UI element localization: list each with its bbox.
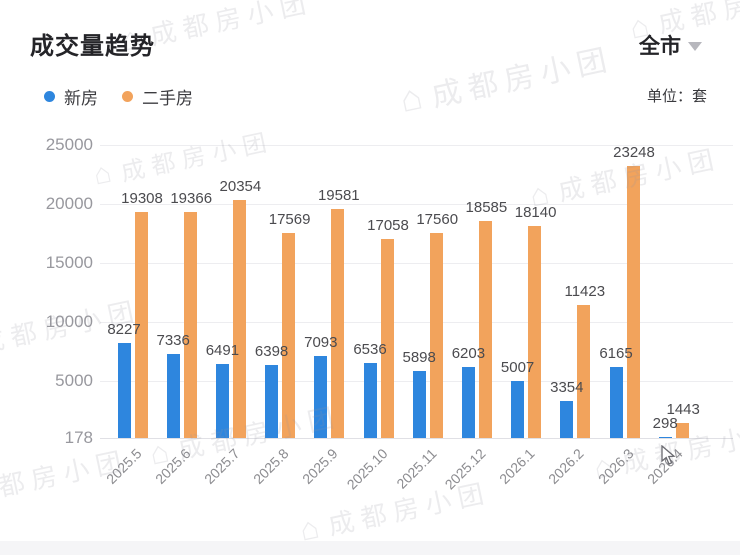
- value-label-new-homes: 6398: [254, 342, 289, 360]
- y-axis-tick-label: 178: [64, 428, 93, 447]
- unit-label: 单位：套: [646, 88, 707, 105]
- mouse-cursor: [661, 445, 676, 465]
- bar-resale-homes[interactable]: [577, 305, 591, 438]
- y-axis-tick-label: 10000: [45, 312, 93, 332]
- value-label-resale-homes: 18585: [465, 198, 508, 216]
- bar-new-homes[interactable]: [461, 366, 475, 438]
- bar-new-homes[interactable]: [215, 363, 229, 438]
- house-logo-icon: ⌂: [90, 156, 115, 192]
- value-label-new-homes: 6165: [599, 345, 633, 363]
- y-axis-tick-label: 15000: [45, 253, 93, 272]
- value-label-resale-homes: 11423: [564, 283, 606, 301]
- bar-resale-homes[interactable]: [232, 199, 246, 438]
- page-title: 成交量趋势: [30, 33, 155, 60]
- gridline: [100, 204, 733, 205]
- bar-resale-homes[interactable]: [429, 232, 443, 438]
- chevron-down-icon: [688, 42, 702, 51]
- value-label-new-homes: 8227: [107, 321, 141, 338]
- bar-resale-homes[interactable]: [282, 232, 296, 438]
- y-axis-tick-label: 5000: [55, 371, 93, 391]
- bar-new-homes[interactable]: [314, 356, 328, 438]
- gridline: [100, 263, 733, 264]
- watermark-text: 成都房小团: [428, 42, 617, 114]
- bar-new-homes[interactable]: [117, 343, 131, 438]
- value-label-resale-homes: 1443: [666, 401, 700, 419]
- legend-label: 二手房: [142, 89, 193, 108]
- value-label-resale-homes: 17569: [268, 210, 311, 228]
- value-label-resale-homes: 17560: [416, 210, 459, 228]
- house-logo-icon: ⌂: [396, 75, 426, 121]
- bar-new-homes[interactable]: [412, 370, 426, 438]
- bar-new-homes[interactable]: [363, 362, 377, 438]
- bar-new-homes[interactable]: [166, 353, 180, 438]
- bar-resale-homes[interactable]: [183, 211, 197, 438]
- bar-resale-homes[interactable]: [134, 212, 148, 438]
- value-label-new-homes: 5898: [402, 348, 436, 366]
- bottom-divider-strip: [0, 541, 740, 555]
- value-label-new-homes: 6203: [451, 344, 486, 362]
- value-label-resale-homes: 19581: [317, 187, 360, 204]
- bar-new-homes[interactable]: [560, 400, 574, 438]
- value-label-new-homes: 6536: [353, 340, 387, 358]
- gridline: [100, 438, 733, 439]
- legend-item-new-homes[interactable]: 新房: [44, 84, 98, 109]
- value-label-new-homes: 298: [652, 414, 678, 432]
- bar-new-homes[interactable]: [265, 364, 279, 438]
- value-label-resale-homes: 23248: [613, 143, 655, 161]
- value-label-resale-homes: 20354: [219, 177, 262, 195]
- region-selector-label: 全市: [639, 35, 681, 58]
- value-label-new-homes: 7336: [156, 331, 190, 349]
- bar-resale-homes[interactable]: [626, 165, 640, 438]
- value-label-new-homes: 6491: [205, 341, 240, 359]
- legend-dot-icon: [122, 91, 133, 102]
- y-axis-tick-label: 25000: [45, 135, 93, 154]
- bar-new-homes[interactable]: [511, 381, 525, 438]
- y-axis-tick-label: 20000: [45, 194, 93, 213]
- value-label-resale-homes: 17058: [367, 216, 409, 234]
- value-label-resale-homes: 19366: [170, 189, 213, 207]
- watermark: ⌂成都房小团: [396, 34, 617, 122]
- value-label-new-homes: 7093: [304, 334, 338, 352]
- bar-resale-homes[interactable]: [528, 226, 542, 438]
- legend-item-resale-homes[interactable]: 二手房: [122, 84, 193, 109]
- value-label-new-homes: 5007: [500, 359, 535, 376]
- bar-resale-homes[interactable]: [331, 209, 345, 438]
- region-selector-dropdown[interactable]: 全市: [639, 30, 702, 60]
- gridline: [100, 322, 733, 324]
- legend-dot-icon: [44, 91, 55, 102]
- value-label-resale-homes: 18140: [514, 204, 557, 221]
- bar-resale-homes[interactable]: [675, 423, 689, 438]
- value-label-resale-homes: 19308: [121, 190, 163, 208]
- bar-new-homes[interactable]: [609, 367, 623, 438]
- bar-new-homes[interactable]: [658, 436, 672, 438]
- watermark-text: 成都房小团: [147, 0, 316, 51]
- gridline: [100, 145, 733, 146]
- value-label-new-homes: 3354: [550, 378, 584, 396]
- legend-label: 新房: [64, 89, 98, 108]
- bar-resale-homes[interactable]: [478, 220, 492, 438]
- chart-legend: 新房 二手房: [44, 84, 193, 109]
- bar-resale-homes[interactable]: [380, 238, 394, 438]
